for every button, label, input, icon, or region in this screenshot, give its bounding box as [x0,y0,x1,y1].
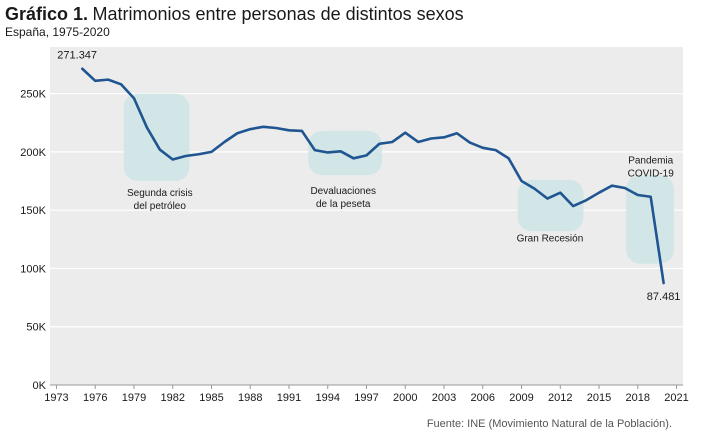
data-label: 87.481 [647,291,681,303]
x-tick-label: 1985 [199,392,223,404]
x-tick-label: 1997 [354,392,378,404]
data-label: 271.347 [57,50,97,62]
annotation-label: Devaluaciones [310,186,376,197]
x-tick-label: 2003 [432,392,456,404]
x-tick-label: 2018 [626,392,650,404]
y-tick-label: 100K [20,263,46,275]
y-tick-label: 50K [26,322,46,334]
x-tick-label: 2000 [393,392,417,404]
annotation-label: Gran Recesión [517,234,584,245]
chart-subtitle: España, 1975-2020 [5,25,110,39]
annotation-label: COVID-19 [628,169,675,180]
x-tick-label: 1991 [277,392,301,404]
annotation-label: Segunda crisis [127,188,193,199]
x-tick-label: 1979 [122,392,146,404]
x-tick-label: 2006 [471,392,495,404]
annotation-label: Pandemia [628,156,673,167]
x-tick-label: 1973 [44,392,68,404]
chart-title-number: Gráfico 1. [5,4,89,24]
x-tick-label: 2009 [509,392,533,404]
x-tick-label: 2012 [548,392,572,404]
x-tick-label: 1976 [83,392,107,404]
highlight-region [626,175,674,264]
highlight-region [123,93,190,182]
series-line [81,67,665,285]
highlight-region [517,179,584,232]
x-tick-label: 2021 [664,392,688,404]
x-tick-label: 1982 [160,392,184,404]
x-tick-label: 2015 [587,392,611,404]
y-tick-label: 150K [20,205,46,217]
source-note: Fuente: INE (Movimiento Natural de la Po… [426,418,672,430]
chart-title: Gráfico 1. Matrimonios entre personas de… [5,4,464,25]
x-tick-label: 1988 [238,392,262,404]
y-tick-label: 250K [20,89,46,101]
y-tick-label: 0K [33,380,47,392]
annotation-label: de la peseta [316,199,371,210]
annotation-label: del petróleo [134,201,187,212]
chart-title-text: Matrimonios entre personas de distintos … [92,4,464,24]
y-tick-label: 200K [20,147,46,159]
x-tick-label: 1994 [316,392,340,404]
